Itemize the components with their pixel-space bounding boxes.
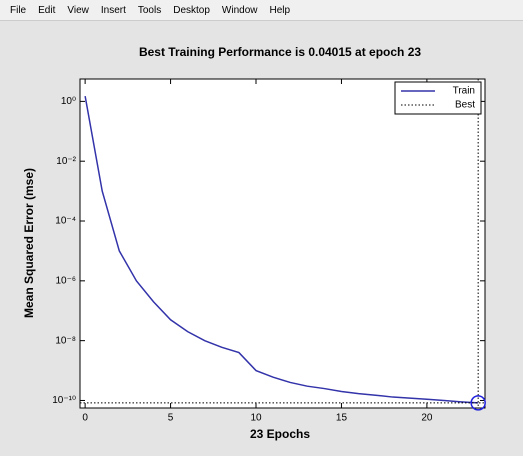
menu-item[interactable]: View bbox=[67, 4, 89, 16]
menu-item[interactable]: Edit bbox=[38, 4, 56, 16]
menu-item[interactable]: Help bbox=[269, 4, 291, 16]
x-tick-label: 15 bbox=[336, 413, 348, 424]
train-line bbox=[84, 95, 479, 404]
x-tick-label: 0 bbox=[82, 413, 88, 424]
menu-item[interactable]: Window bbox=[221, 4, 258, 16]
x-tick-label: 10 bbox=[250, 413, 262, 424]
y-tick-label: 10⁻⁶ bbox=[55, 275, 76, 286]
chart-title: Best Training Performance is 0.04015 at … bbox=[139, 45, 421, 59]
menu-item[interactable]: File bbox=[10, 4, 27, 16]
chart: Best Training Performance is 0.04015 at … bbox=[22, 45, 486, 441]
legend-label: Train bbox=[453, 86, 475, 97]
menu-item[interactable]: Insert bbox=[100, 4, 126, 16]
x-tick-label: 5 bbox=[168, 413, 174, 424]
menu-item[interactable]: Desktop bbox=[173, 4, 210, 16]
best-marker bbox=[470, 395, 486, 411]
y-tick-label: 10⁰ bbox=[61, 96, 76, 107]
y-axis-label: Mean Squared Error (mse) bbox=[22, 168, 36, 318]
y-tick-label: 10⁻⁴ bbox=[55, 216, 76, 227]
x-axis-label: 23 Epochs bbox=[250, 427, 310, 441]
legend-label: Best bbox=[455, 100, 475, 111]
legend-box bbox=[394, 81, 482, 115]
menu-bar: File Edit View Insert Tools Desktop Window Help bbox=[0, 0, 523, 21]
x-tick-label: 20 bbox=[421, 413, 433, 424]
plot-area bbox=[79, 78, 486, 409]
y-tick-label: 10⁻¹⁰ bbox=[52, 395, 76, 406]
y-tick-label: 10⁻⁸ bbox=[55, 335, 76, 346]
y-tick-label: 10⁻² bbox=[56, 156, 76, 167]
menu-item[interactable]: Tools bbox=[137, 4, 162, 16]
